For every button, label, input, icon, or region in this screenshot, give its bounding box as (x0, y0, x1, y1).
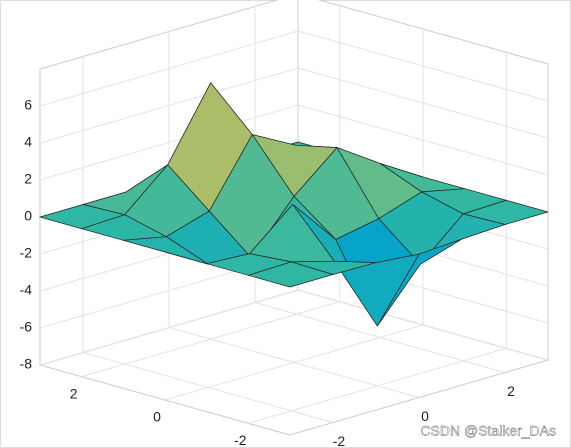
tick-labels: -8 -6 -4 -2 0 2 4 6 -2 0 2 -2 0 2 (20, 97, 516, 448)
z-tick-label: 0 (24, 208, 32, 224)
surface (38, 82, 550, 327)
z-tick-label: -4 (20, 282, 33, 298)
watermark: CSDN @Stalker_DAs (420, 423, 556, 439)
z-tick-label: 2 (24, 171, 32, 187)
y-tick-label: -2 (234, 432, 247, 448)
z-tick-label: -2 (20, 245, 33, 261)
x-tick-label: 0 (421, 408, 429, 424)
y-tick-label: 0 (153, 409, 161, 425)
surface-patch (247, 261, 335, 288)
z-tick-label: 4 (24, 134, 32, 150)
z-tick-label: -8 (20, 356, 33, 372)
z-tick-label: 6 (24, 97, 32, 113)
x-tick-label: -2 (333, 433, 346, 448)
y-grid-line (248, 347, 507, 424)
y-grid-line (164, 324, 424, 401)
z-tick-label: -6 (20, 319, 33, 335)
x-tick-label: 2 (507, 383, 515, 399)
y-tick-label: 2 (70, 385, 78, 401)
y-grid-line (81, 301, 340, 378)
